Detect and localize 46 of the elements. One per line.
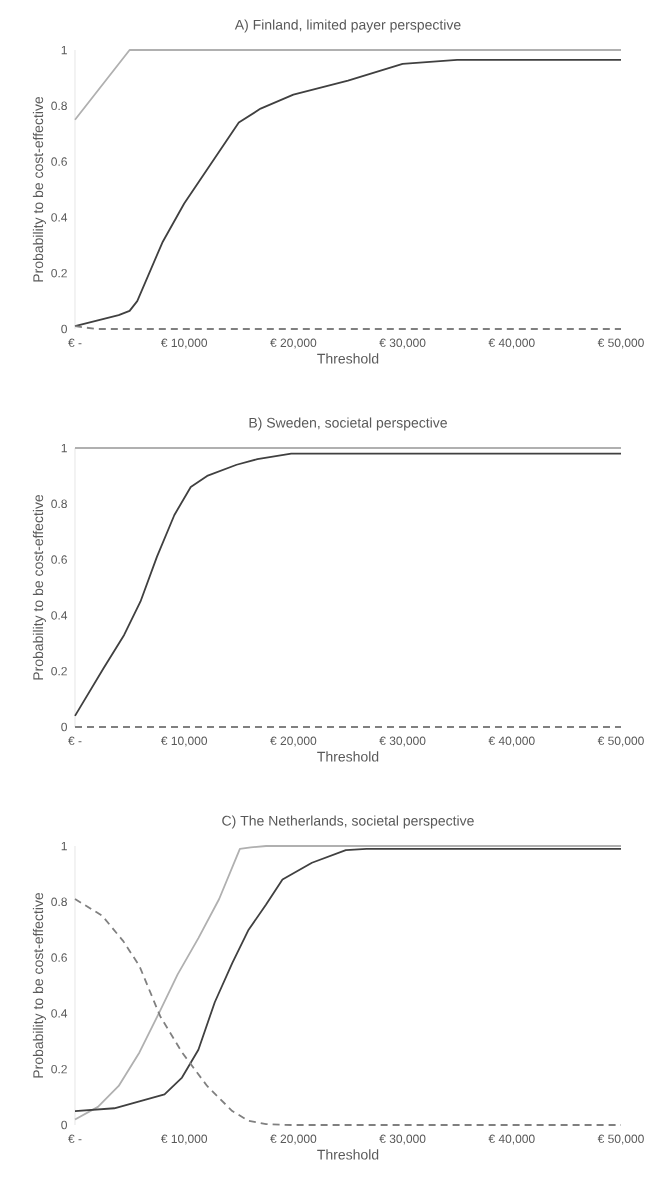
chart-title: B) Sweden, societal perspective xyxy=(249,417,447,431)
line-series xyxy=(74,58,622,328)
x-tick-label: € 10,000 xyxy=(160,1134,208,1145)
y-tick-label: 0 xyxy=(61,1120,67,1130)
x-tick-label: € 10,000 xyxy=(160,338,208,349)
x-tick-label: € - xyxy=(68,1134,82,1144)
x-tick-label: € 20,000 xyxy=(270,736,317,747)
y-tick-label: 0.8 xyxy=(51,101,67,111)
x-tick-label: € 10,000 xyxy=(160,736,208,747)
x-axis-title: Threshold xyxy=(317,1149,379,1160)
x-axis-title: Threshold xyxy=(317,751,379,762)
x-tick-label: € - xyxy=(68,736,82,746)
x-tick-label: € 50,000 xyxy=(597,736,644,747)
y-tick-label: 0.4 xyxy=(51,611,68,620)
y-tick-label: 0.2 xyxy=(51,1064,67,1074)
y-tick-label: 0 xyxy=(61,324,67,334)
x-tick-label: € 50,000 xyxy=(597,1134,644,1145)
y-tick-label: 0.6 xyxy=(51,953,67,962)
chart-title: A) Finland, limited payer perspective xyxy=(234,19,461,33)
x-tick-label: € 40,000 xyxy=(488,736,535,747)
y-tick-label: 1 xyxy=(61,443,67,453)
y-axis-title: Probability to be cost-effective xyxy=(32,96,46,282)
x-tick-label: € 20,000 xyxy=(270,338,317,349)
y-tick-label: 0.2 xyxy=(51,268,67,278)
chart-title: C) The Netherlands, societal perspective xyxy=(222,815,474,829)
x-tick-label: € 40,000 xyxy=(488,1134,535,1145)
y-tick-label: 0.4 xyxy=(51,1009,68,1018)
x-tick-label: € 20,000 xyxy=(270,1134,317,1145)
y-tick-label: 0.8 xyxy=(51,499,67,509)
x-tick-label: € - xyxy=(68,338,82,348)
y-tick-label: 1 xyxy=(61,45,67,55)
y-tick-label: 1 xyxy=(61,841,67,851)
x-axis-title: Threshold xyxy=(317,353,379,364)
x-tick-label: € 30,000 xyxy=(379,1134,426,1145)
y-tick-label: 0 xyxy=(61,722,67,732)
x-tick-label: € 30,000 xyxy=(379,338,426,349)
y-tick-label: 0.8 xyxy=(51,897,67,907)
y-tick-label: 0.2 xyxy=(51,666,67,676)
y-axis-title: Probability to be cost-effective xyxy=(32,494,46,680)
y-tick-label: 0.4 xyxy=(51,213,68,222)
y-tick-label: 0.6 xyxy=(51,157,67,166)
x-tick-label: € 50,000 xyxy=(597,338,644,349)
x-tick-label: € 40,000 xyxy=(488,338,535,349)
y-tick-label: 0.6 xyxy=(51,555,67,564)
y-axis-title: Probability to be cost-effective xyxy=(32,892,46,1078)
x-tick-label: € 30,000 xyxy=(379,736,426,747)
